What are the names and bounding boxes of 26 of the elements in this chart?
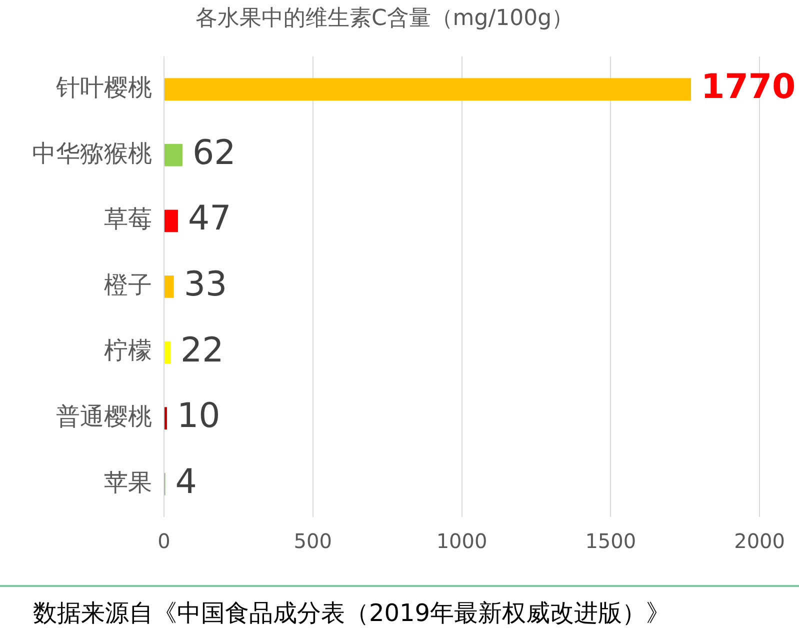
bar	[164, 210, 178, 232]
data-label: 47	[188, 198, 232, 239]
x-tick-label: 500	[294, 529, 332, 554]
bar	[164, 341, 171, 364]
y-tick-label: 橙子	[104, 270, 152, 299]
data-label: 10	[176, 396, 220, 436]
text: 数据来源自《中国食品成分表（2019年最新权威改进版）》	[0, 585, 799, 629]
y-tick-label: 中华猕猴桃	[32, 139, 152, 168]
data-label: 22	[180, 330, 224, 370]
data-label: 33	[184, 264, 228, 305]
y-tick-label: 苹果	[104, 468, 152, 496]
y-tick-label: 针叶樱桃	[55, 74, 152, 102]
data-label: 4	[175, 462, 197, 502]
y-tick-label: 草莓	[104, 205, 152, 234]
x-tick-label: 2000	[734, 529, 786, 554]
x-tick-label: 1500	[585, 529, 636, 554]
x-tick-label: 0	[158, 529, 170, 554]
data-label: 62	[192, 132, 236, 173]
y-tick-label: 普通樱桃	[56, 402, 152, 431]
chart-title: 各水果中的维生素C含量（mg/100g）	[195, 6, 574, 31]
y-tick-label: 柠檬	[104, 336, 152, 365]
bar	[164, 78, 692, 100]
bar	[164, 144, 182, 166]
data-label: 1770	[701, 67, 796, 108]
bar	[164, 276, 174, 298]
x-tick-label: 1000	[436, 529, 488, 554]
